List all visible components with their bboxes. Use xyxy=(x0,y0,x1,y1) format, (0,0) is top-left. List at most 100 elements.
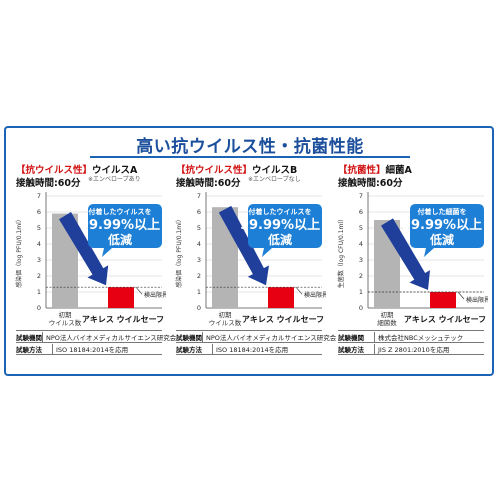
chart-virus-a: 感染価（log PFU/0.1ml） 0 1 2 3 4 5 6 7 検出限界 付着したウイルスを 9… xyxy=(15,192,166,327)
x-tick-label: 初期 xyxy=(59,310,73,319)
panel-title: 【抗ウイルス性】ウイルスB xyxy=(176,162,297,176)
y-tick-label: 2 xyxy=(359,272,363,280)
y-tick-label: 4 xyxy=(37,240,41,248)
callout-line1: 付着したウイルスを xyxy=(249,207,312,216)
panel-title-category: 【抗ウイルス性】 xyxy=(176,165,253,176)
callout-line3: 低減 xyxy=(107,232,132,247)
y-tick-label: 2 xyxy=(37,272,41,280)
panel-title: 【抗菌性】細菌A xyxy=(338,162,412,176)
y-axis-label: 感染価（log PFU/0.1ml） xyxy=(15,216,23,288)
y-axis-label: 感染価（log PFU/0.1ml） xyxy=(175,216,183,288)
panel-title-category: 【抗ウイルス性】 xyxy=(16,165,93,176)
x-tick-label: 細菌数 xyxy=(377,318,397,327)
info-row: 試験機関 NPO法人バイオメディカルサイエンス研究会 xyxy=(16,331,176,343)
y-tick-label: 6 xyxy=(37,208,41,216)
detection-limit-label: 検出限界 xyxy=(304,291,326,299)
panel-info-table: 試験機関 株式会社NBCメッシュテック 試験方法 JIS Z 2801:2010を応… xyxy=(338,330,484,355)
detection-limit-leader xyxy=(135,287,143,295)
y-tick-label: 5 xyxy=(359,224,363,232)
reduction-arrow xyxy=(59,212,109,286)
callout-bubble xyxy=(244,204,322,257)
y-tick-label: 1 xyxy=(197,288,201,296)
chart-virus-b: 感染価（log PFU/0.1ml） 0 1 2 3 4 5 6 7 検出限界 付着したウイルスを 9… xyxy=(175,192,326,327)
x-tick-label: アキレス ウイルセーフ xyxy=(404,315,486,324)
callout-bubble xyxy=(406,204,484,257)
y-tick-label: 6 xyxy=(359,208,363,216)
y-tick-label: 4 xyxy=(197,240,201,248)
callout-line3: 低減 xyxy=(429,232,454,247)
y-tick-label: 7 xyxy=(359,192,363,200)
info-row: 試験方法 ISO 18184:2014を応用 xyxy=(176,343,322,355)
info-key: 試験方法 xyxy=(176,345,202,354)
y-tick-label: 7 xyxy=(197,192,201,200)
callout-line2: 99.99%以上 xyxy=(240,218,320,233)
y-tick-label: 1 xyxy=(37,288,41,296)
x-tick-label: 初期 xyxy=(381,310,395,319)
detection-limit-label: 検出限界 xyxy=(144,291,166,299)
info-key: 試験機関 xyxy=(176,333,202,342)
callout-bubble xyxy=(84,204,162,257)
panel-note: ※エンベロープあり xyxy=(88,176,141,183)
y-tick-label: 6 xyxy=(197,208,201,216)
x-tick-label: 初期 xyxy=(219,310,233,319)
info-key: 試験方法 xyxy=(338,345,364,354)
x-tick-label: ウイルス数 xyxy=(209,318,242,327)
bar-product xyxy=(108,287,134,308)
panel-title: 【抗ウイルス性】ウイルスA xyxy=(16,162,137,176)
panel-info-table: 試験機関 NPO法人バイオメディカルサイエンス研究会 試験方法 ISO 18184:… xyxy=(16,330,176,355)
y-tick-label: 3 xyxy=(37,256,41,264)
panel-title-label: 細菌A xyxy=(385,165,412,176)
panel-virus-a: 【抗ウイルス性】ウイルスA ※エンベロープあり 接触時間:60分 感染価（log… xyxy=(12,162,176,372)
info-row: 試験機関 NPO法人バイオメディカルサイエンス研究会 xyxy=(176,331,336,343)
panel-title-category: 【抗菌性】 xyxy=(338,165,386,176)
callout-line3: 低減 xyxy=(267,232,292,247)
panel-contact-time: 接触時間:60分 xyxy=(176,178,241,189)
info-value: NPO法人バイオメディカルサイエンス研究会 xyxy=(202,331,336,342)
y-tick-label: 2 xyxy=(197,272,201,280)
x-tick-label: ウイルス数 xyxy=(49,318,82,327)
info-value: JIS Z 2801:2010を応用 xyxy=(374,343,449,354)
info-value: NPO法人バイオメディカルサイエンス研究会 xyxy=(42,331,176,342)
y-tick-label: 4 xyxy=(359,240,363,248)
info-key: 試験方法 xyxy=(16,345,42,354)
chart-bacteria-a: 生菌数（log CFU/0.1ml） 0 1 2 3 4 5 6 7 検出限界 付着した細菌を 99.… xyxy=(337,192,488,327)
info-value: ISO 18184:2014を応用 xyxy=(212,343,288,354)
detection-limit-leader xyxy=(295,287,303,295)
title-underline xyxy=(90,156,410,158)
info-value: ISO 18184:2014を応用 xyxy=(52,343,128,354)
y-tick-label: 1 xyxy=(359,288,363,296)
y-tick-label: 3 xyxy=(359,256,363,264)
bar-product xyxy=(430,292,456,308)
y-tick-label: 5 xyxy=(197,224,201,232)
y-tick-label: 3 xyxy=(197,256,201,264)
callout-line2: 99.99%以上 xyxy=(402,218,482,233)
y-axis-label: 生菌数（log CFU/0.1ml） xyxy=(337,216,345,288)
info-row: 試験方法 JIS Z 2801:2010を応用 xyxy=(338,343,484,355)
y-tick-label: 0 xyxy=(197,304,201,312)
info-row: 試験機関 株式会社NBCメッシュテック xyxy=(338,331,484,343)
page-title: 高い抗ウイルス性・抗菌性能 xyxy=(136,137,364,157)
info-key: 試験機関 xyxy=(16,333,42,342)
panel-info-table: 試験機関 NPO法人バイオメディカルサイエンス研究会 試験方法 ISO 18184:… xyxy=(176,330,336,355)
info-key: 試験機関 xyxy=(338,333,364,342)
callout-line2: 99.99%以上 xyxy=(80,218,160,233)
panel-virus-b: 【抗ウイルス性】ウイルスB ※エンベロープなし 接触時間:60分 感染価（log… xyxy=(172,162,336,372)
panel-title-label: ウイルスB xyxy=(252,165,298,176)
x-tick-label: アキレス ウイルセーフ xyxy=(82,315,164,324)
info-row: 試験方法 ISO 18184:2014を応用 xyxy=(16,343,162,355)
reduction-arrow xyxy=(218,205,269,286)
panel-bacteria-a: 【抗菌性】細菌A 接触時間:60分 生菌数（log CFU/0.1ml） 0 1 2 3… xyxy=(334,162,488,372)
y-tick-label: 0 xyxy=(37,304,41,312)
panel-title-label: ウイルスA xyxy=(92,165,138,176)
detection-limit-label: 検出限界 xyxy=(466,296,488,304)
bar-product xyxy=(268,287,294,308)
info-value: 株式会社NBCメッシュテック xyxy=(374,331,463,342)
reduction-arrow xyxy=(381,218,430,290)
y-tick-label: 5 xyxy=(37,224,41,232)
y-tick-label: 0 xyxy=(359,304,363,312)
callout-line1: 付着したウイルスを xyxy=(89,207,152,216)
detection-limit-leader xyxy=(457,291,465,300)
y-tick-label: 7 xyxy=(37,192,41,200)
panel-contact-time: 接触時間:60分 xyxy=(338,178,403,189)
x-tick-label: アキレス ウイルセーフ xyxy=(242,315,324,324)
